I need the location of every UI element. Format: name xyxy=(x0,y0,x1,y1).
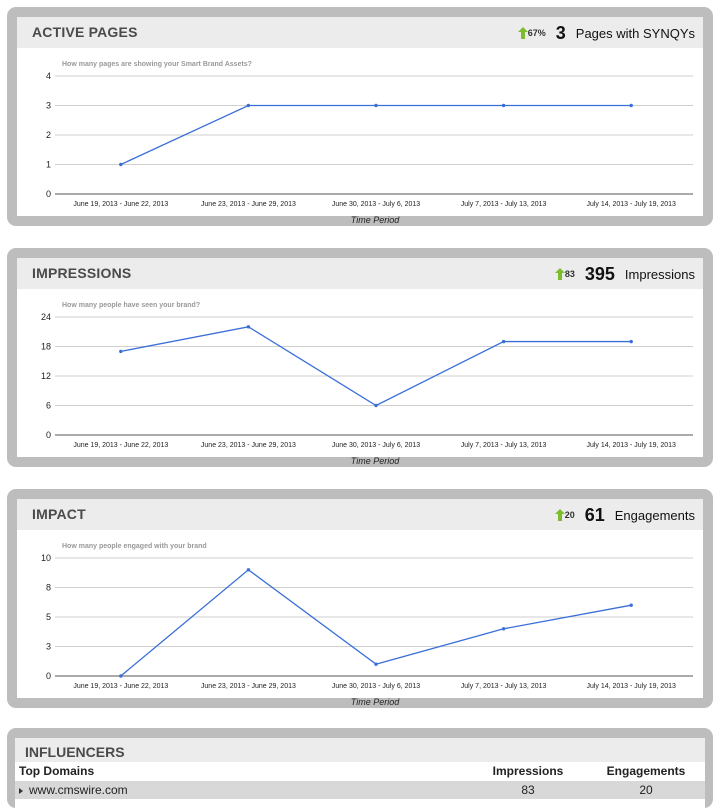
y-tick-label: 2 xyxy=(46,130,51,140)
data-point xyxy=(119,349,123,354)
panel-title: ACTIVE PAGES xyxy=(32,24,138,40)
y-tick-label: 18 xyxy=(41,342,51,352)
x-tick-label: June 19, 2013 - June 22, 2013 xyxy=(73,683,168,690)
kpi-change: 83 xyxy=(564,269,575,279)
active-pages-header: ACTIVE PAGES 67% 3 Pages with SYNQYs xyxy=(17,17,703,48)
kpi-change: 20 xyxy=(564,510,575,520)
impressions-header: IMPRESSIONS 83 395 Impressions xyxy=(17,258,703,289)
x-tick-label: June 30, 2013 - July 6, 2013 xyxy=(332,683,420,690)
domain-name: www.cmswire.com xyxy=(29,783,128,797)
influencers-panel: INFLUENCERS Top Domains Impressions Enga… xyxy=(7,728,713,808)
kpi-label: Impressions xyxy=(624,266,695,282)
x-tick-label: July 7, 2013 - July 13, 2013 xyxy=(461,442,547,449)
x-tick-label: July 14, 2013 - July 19, 2013 xyxy=(586,683,676,690)
impressions-panel: IMPRESSIONS 83 395 Impressions How many … xyxy=(7,248,713,467)
y-tick-label: 1 xyxy=(46,160,51,170)
y-tick-label: 12 xyxy=(41,371,51,381)
active-pages-panel-body: ACTIVE PAGES 67% 3 Pages with SYNQYs How… xyxy=(17,17,703,225)
influencers-header: INFLUENCERS xyxy=(15,738,705,762)
x-tick-label: June 30, 2013 - July 6, 2013 xyxy=(332,442,420,449)
kpi-label: Pages with SYNQYs xyxy=(575,25,695,41)
kpi-summary: 83 395 Impressions xyxy=(554,263,695,285)
x-tick-label: June 19, 2013 - June 22, 2013 xyxy=(73,201,168,208)
data-point xyxy=(119,674,123,678)
kpi-value: 61 xyxy=(584,504,605,525)
table-header-row: Top Domains Impressions Engagements xyxy=(15,762,705,781)
x-tick-label: July 7, 2013 - July 13, 2013 xyxy=(461,683,547,690)
column-header-engagements[interactable]: Engagements xyxy=(587,762,705,781)
top-domains-table: Top Domains Impressions Engagements www.… xyxy=(15,762,705,799)
up-arrow-icon xyxy=(554,509,565,521)
x-tick-label: June 30, 2013 - July 6, 2013 xyxy=(332,201,420,208)
table-row[interactable]: www.cmswire.com 83 20 xyxy=(15,780,705,799)
impressions-chart: How many people have seen your brand? 0 6 1… xyxy=(41,302,693,466)
up-arrow-icon xyxy=(554,268,565,280)
chart-subtitle: How many people have seen your brand? xyxy=(62,302,200,309)
y-tick-label: 24 xyxy=(41,312,51,322)
kpi-change: 67% xyxy=(527,28,546,38)
x-axis-label: Time Period xyxy=(351,456,400,466)
data-point xyxy=(374,662,378,666)
chart-subtitle: How many people engaged with your brand xyxy=(62,543,207,550)
y-tick-label: 4 xyxy=(46,71,51,81)
data-point xyxy=(374,403,378,408)
up-arrow-icon xyxy=(517,27,528,39)
active-pages-chart: How many pages are showing your Smart Br… xyxy=(46,61,693,225)
panel-title: IMPRESSIONS xyxy=(32,265,132,281)
y-tick-label: 10 xyxy=(41,553,51,563)
data-point xyxy=(374,103,378,108)
impact-chart: How many people engaged with your brand 0… xyxy=(41,543,693,707)
series-line xyxy=(120,568,632,677)
y-tick-label: 0 xyxy=(46,671,51,681)
influencers-panel-body: INFLUENCERS Top Domains Impressions Enga… xyxy=(15,738,705,808)
expand-caret-icon[interactable] xyxy=(19,787,23,794)
x-tick-label: June 19, 2013 - June 22, 2013 xyxy=(73,442,168,449)
y-tick-label: 0 xyxy=(46,189,51,199)
y-tick-label: 3 xyxy=(46,642,51,652)
x-tick-label: July 7, 2013 - July 13, 2013 xyxy=(461,201,547,208)
data-point xyxy=(501,103,506,108)
data-point xyxy=(246,568,251,572)
domain-cell[interactable]: www.cmswire.com xyxy=(15,780,469,799)
impressions-panel-body: IMPRESSIONS 83 395 Impressions How many … xyxy=(17,258,703,466)
x-axis-label: Time Period xyxy=(351,215,400,225)
impact-panel-body: IMPACT 20 61 Engagements How many people… xyxy=(17,499,703,707)
series-line xyxy=(120,326,632,407)
impressions-cell: 83 xyxy=(469,780,587,799)
y-tick-label: 5 xyxy=(46,612,51,622)
x-tick-label: July 14, 2013 - July 19, 2013 xyxy=(586,442,676,449)
data-point xyxy=(629,339,633,344)
chart-subtitle: How many pages are showing your Smart Br… xyxy=(62,61,252,68)
data-point xyxy=(501,627,506,631)
column-header-top-domains[interactable]: Top Domains xyxy=(15,762,469,781)
x-tick-label: June 23, 2013 - June 29, 2013 xyxy=(201,442,296,449)
kpi-value: 3 xyxy=(555,22,566,43)
y-tick-label: 8 xyxy=(46,583,51,593)
kpi-summary: 20 61 Engagements xyxy=(554,504,695,526)
y-tick-label: 3 xyxy=(46,101,51,111)
active-pages-panel: ACTIVE PAGES 67% 3 Pages with SYNQYs How… xyxy=(7,7,713,226)
impact-header: IMPACT 20 61 Engagements xyxy=(17,499,703,530)
panel-title: INFLUENCERS xyxy=(25,744,125,760)
data-point xyxy=(629,103,633,108)
x-tick-label: June 23, 2013 - June 29, 2013 xyxy=(201,683,296,690)
engagements-cell: 20 xyxy=(587,780,705,799)
x-tick-label: June 23, 2013 - June 29, 2013 xyxy=(201,201,296,208)
kpi-value: 395 xyxy=(584,263,615,284)
column-header-impressions[interactable]: Impressions xyxy=(469,762,587,781)
kpi-label: Engagements xyxy=(614,507,695,523)
x-tick-label: July 14, 2013 - July 19, 2013 xyxy=(586,201,676,208)
data-point xyxy=(246,103,251,108)
panel-title: IMPACT xyxy=(32,506,86,522)
x-axis-label: Time Period xyxy=(351,697,400,707)
y-tick-label: 0 xyxy=(46,430,51,440)
data-point xyxy=(501,339,506,344)
y-tick-label: 6 xyxy=(46,401,51,411)
data-point xyxy=(246,325,251,329)
kpi-summary: 67% 3 Pages with SYNQYs xyxy=(517,22,695,44)
impact-panel: IMPACT 20 61 Engagements How many people… xyxy=(7,489,713,708)
data-point xyxy=(119,162,123,167)
data-point xyxy=(629,603,633,607)
